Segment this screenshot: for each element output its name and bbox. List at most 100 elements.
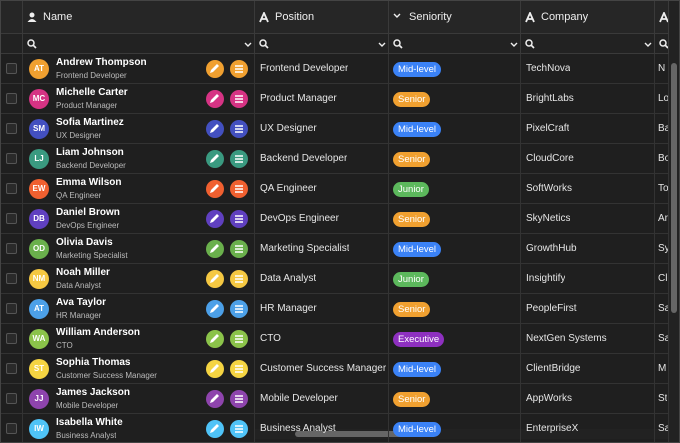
column-header[interactable]: Seniority [389,1,521,34]
select-cell [1,324,23,353]
filter-cell[interactable] [389,34,521,54]
edit-button[interactable] [206,330,224,348]
company-cell: PeopleFirst [521,294,655,323]
checkbox[interactable] [6,333,17,344]
edit-button[interactable] [206,210,224,228]
seniority-cell: Senior [389,294,521,323]
grid-row[interactable]: EW Emma Wilson QA Engineer QA Engineer Junio… [1,174,669,204]
grid-row[interactable]: ST Sophia Thomas Customer Success Manager C… [1,354,669,384]
checkbox[interactable] [6,393,17,404]
name-cell: WA William Anderson CTO [23,324,255,353]
checkbox[interactable] [6,303,17,314]
edit-button[interactable] [206,150,224,168]
checkbox[interactable] [6,243,17,254]
edit-button[interactable] [206,360,224,378]
select-cell [1,234,23,263]
h-thumb[interactable] [295,431,415,437]
v-thumb[interactable] [671,63,677,313]
header-title: Seniority [409,11,452,23]
menu-button[interactable] [230,420,248,438]
header-title: Company [541,11,589,23]
name: Liam Johnson [56,147,124,158]
select-cell [1,384,23,413]
avatar: MC [29,89,49,109]
position: CTO [260,333,281,344]
edit-button[interactable] [206,390,224,408]
menu-button[interactable] [230,270,248,288]
position-cell: CTO [255,324,389,353]
edit-button[interactable] [206,240,224,258]
grid-row[interactable]: SM Sofia Martinez UX Designer UX Designer Mi… [1,114,669,144]
checkbox[interactable] [6,363,17,374]
grid-row[interactable]: NM Noah Miller Data Analyst Data Analyst Jun… [1,264,669,294]
menu-button[interactable] [230,120,248,138]
grid-row[interactable]: IW Isabella White Business Analyst Business… [1,414,669,442]
filter-cell[interactable] [255,34,389,54]
filter-cell[interactable] [23,34,255,54]
menu-button[interactable] [230,240,248,258]
checkbox[interactable] [6,273,17,284]
name-cell: MC Michelle Carter Product Manager [23,84,255,113]
edit-button[interactable] [206,300,224,318]
h-scrollbar [255,429,669,439]
list-icon [235,425,243,433]
grid-row[interactable]: LJ Liam Johnson Backend Developer Backend D… [1,144,669,174]
extra: Cl [658,273,668,284]
extra: M [658,363,667,374]
edit-button[interactable] [206,420,224,438]
grid-row[interactable]: AT Ava Taylor HR Manager HR Manager Senior Pe… [1,294,669,324]
menu-button[interactable] [230,210,248,228]
menu-button[interactable] [230,150,248,168]
checkbox[interactable] [6,63,17,74]
column-header[interactable] [655,1,669,34]
position: Frontend Developer [260,63,349,74]
seniority-badge: Mid-level [393,62,442,77]
checkbox[interactable] [6,153,17,164]
extra-cell: Sa [655,294,669,323]
grid-row[interactable]: AT Andrew Thompson Frontend Developer Front… [1,54,669,84]
menu-button[interactable] [230,180,248,198]
menu-button[interactable] [230,330,248,348]
pencil-icon [210,364,219,373]
column-header[interactable]: Name [23,1,255,34]
header-icon [27,12,37,22]
extra: Sy [658,243,669,254]
grid-row[interactable]: DB Daniel Brown DevOps Engineer DevOps Engi… [1,204,669,234]
column-header[interactable]: Company [521,1,655,34]
list-icon [235,245,243,253]
edit-button[interactable] [206,120,224,138]
menu-button[interactable] [230,90,248,108]
extra-cell: Sa [655,414,669,442]
edit-button[interactable] [206,270,224,288]
seniority-cell: Senior [389,384,521,413]
grid-row[interactable]: MC Michelle Carter Product Manager Product … [1,84,669,114]
grid-row[interactable]: WA William Anderson CTO CTO Executive NextGen… [1,324,669,354]
list-icon [235,155,243,163]
checkbox[interactable] [6,213,17,224]
menu-button[interactable] [230,390,248,408]
menu-button[interactable] [230,300,248,318]
position-cell: Mobile Developer [255,384,389,413]
seniority-cell: Mid-level [389,234,521,263]
menu-button[interactable] [230,360,248,378]
column-header[interactable]: Position [255,1,389,34]
seniority-cell: Junior [389,264,521,293]
grid-row[interactable]: OD Olivia Davis Marketing Specialist Market… [1,234,669,264]
menu-button[interactable] [230,60,248,78]
seniority-cell: Mid-level [389,354,521,383]
position: Business Analyst [260,423,336,434]
grid-row[interactable]: JJ James Jackson Mobile Developer Mobile De… [1,384,669,414]
edit-button[interactable] [206,90,224,108]
filter-cell[interactable] [521,34,655,54]
search-icon [259,39,269,49]
checkbox[interactable] [6,93,17,104]
name: Sophia Thomas [56,357,131,368]
checkbox[interactable] [6,123,17,134]
filter-cell[interactable] [655,34,669,54]
checkbox[interactable] [6,423,17,434]
edit-button[interactable] [206,180,224,198]
name-cell: AT Andrew Thompson Frontend Developer [23,54,255,83]
list-icon [235,335,243,343]
edit-button[interactable] [206,60,224,78]
checkbox[interactable] [6,183,17,194]
